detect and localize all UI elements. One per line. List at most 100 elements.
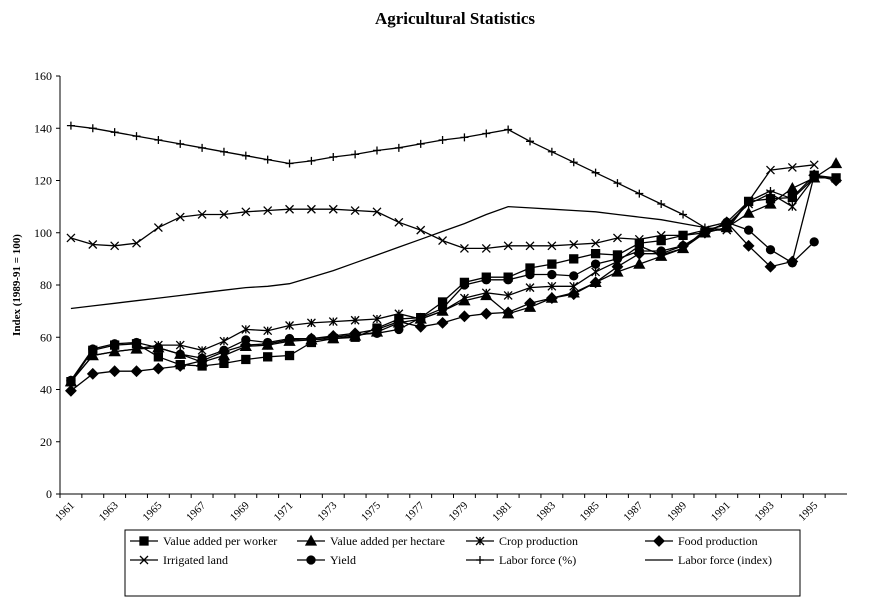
data-point <box>678 241 688 251</box>
data-point <box>482 129 491 138</box>
x-tick-label: 1989 <box>665 499 689 523</box>
data-point <box>414 320 427 333</box>
data-point <box>481 275 491 285</box>
x-tick-label: 1981 <box>490 500 514 524</box>
x-tick-label: 1975 <box>359 499 383 523</box>
data-point <box>567 288 580 301</box>
x-tick-label: 1993 <box>753 499 777 523</box>
legend-marker <box>653 535 665 547</box>
data-point <box>569 271 579 281</box>
data-point <box>263 206 273 216</box>
data-point <box>832 173 841 182</box>
data-point <box>110 241 120 251</box>
data-point <box>809 160 819 170</box>
legend-marker <box>139 555 149 565</box>
data-point <box>350 315 360 325</box>
legend-label: Labor force (%) <box>499 553 576 567</box>
data-point <box>394 217 404 227</box>
data-point <box>810 173 819 182</box>
x-tick-label: 1995 <box>796 499 820 523</box>
data-point <box>765 245 776 255</box>
y-tick-label: 0 <box>46 487 52 501</box>
data-point <box>219 358 229 369</box>
series-line <box>70 124 837 229</box>
data-point <box>766 186 775 195</box>
data-point <box>589 276 602 289</box>
data-point <box>263 326 273 336</box>
data-point <box>263 337 273 348</box>
legend-marker <box>304 534 318 546</box>
y-tick-label: 20 <box>40 435 52 449</box>
legend-marker <box>139 536 149 546</box>
data-point <box>547 241 557 251</box>
data-point <box>66 121 75 130</box>
data-point <box>633 257 646 269</box>
data-point <box>569 240 579 249</box>
data-point <box>481 288 491 298</box>
data-point <box>764 260 777 273</box>
data-point <box>152 362 165 375</box>
data-point <box>787 258 797 268</box>
x-tick-label: 1991 <box>709 500 733 524</box>
data-point <box>153 343 164 353</box>
data-point <box>263 155 272 164</box>
data-point <box>657 200 666 209</box>
data-point <box>372 328 382 338</box>
data-point <box>591 267 601 277</box>
data-point <box>131 337 142 348</box>
data-point <box>88 344 98 354</box>
data-point <box>547 269 557 280</box>
data-point <box>480 307 493 320</box>
y-tick-label: 80 <box>40 278 52 292</box>
data-point <box>788 194 797 203</box>
x-tick-label: 1985 <box>578 499 602 523</box>
series-line <box>70 205 727 310</box>
x-tick-label: 1977 <box>403 499 427 523</box>
data-point <box>547 147 556 156</box>
y-tick-label: 160 <box>34 69 52 83</box>
legend-label: Labor force (index) <box>678 553 772 567</box>
data-point <box>241 207 251 217</box>
data-point <box>591 238 601 248</box>
data-point <box>263 352 273 362</box>
data-point <box>241 354 251 365</box>
data-point <box>503 290 513 300</box>
data-point <box>285 159 294 168</box>
y-tick-label: 120 <box>34 174 52 188</box>
data-point <box>219 336 229 346</box>
series-line <box>70 177 837 383</box>
legend-label: Value added per worker <box>163 534 277 548</box>
data-point <box>197 345 207 355</box>
data-point <box>590 248 601 259</box>
legend-box <box>124 529 801 597</box>
data-point <box>525 283 535 293</box>
data-point <box>284 350 295 361</box>
data-point <box>153 223 163 232</box>
x-tick-label: 1963 <box>97 499 121 523</box>
data-point <box>438 136 447 145</box>
series-line <box>70 174 837 383</box>
legend-marker <box>475 536 485 546</box>
data-point <box>241 324 251 334</box>
data-point <box>175 349 185 359</box>
data-point <box>219 210 229 219</box>
y-tick-label: 140 <box>34 121 52 135</box>
data-point <box>130 365 143 378</box>
legend-label: Yield <box>330 553 356 567</box>
data-point <box>197 210 207 219</box>
data-point <box>764 197 777 209</box>
data-point <box>613 179 622 188</box>
data-point <box>176 139 185 148</box>
data-point <box>459 280 470 290</box>
x-tick-label: 1961 <box>53 500 77 524</box>
data-point <box>306 318 316 328</box>
data-point <box>656 246 666 256</box>
y-tick-label: 100 <box>34 226 52 240</box>
data-point <box>65 384 77 397</box>
data-point <box>742 239 755 252</box>
data-point <box>569 254 579 264</box>
data-point <box>372 314 382 324</box>
data-point <box>66 233 76 243</box>
x-tick-label: 1973 <box>315 499 339 523</box>
